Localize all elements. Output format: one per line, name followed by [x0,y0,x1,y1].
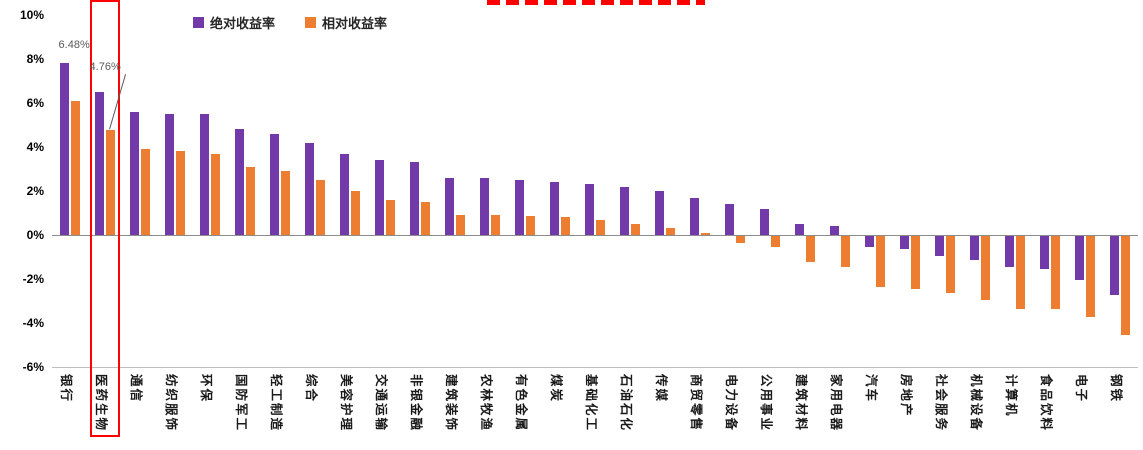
legend-swatch-absolute-return [193,17,204,28]
bar-absolute-0 [59,63,69,235]
bar-relative-2 [140,149,150,235]
bar-relative-25 [946,236,956,294]
bar-relative-11 [455,215,465,235]
bar-relative-3 [175,151,185,235]
bar-relative-4 [210,153,220,235]
bar-absolute-1 [94,92,104,235]
bar-relative-9 [385,199,395,235]
bar-absolute-10 [409,162,419,235]
bar-absolute-4 [199,114,209,235]
bar-relative-0 [70,100,80,235]
legend-item-relative-return[interactable]: 相对收益率 [305,13,387,32]
bar-relative-21 [806,236,816,263]
legend: 绝对收益率 相对收益率 [193,13,387,32]
bar-relative-27 [1016,236,1026,309]
bar-absolute-21 [795,224,805,235]
bar-relative-15 [596,219,605,235]
bottom-axis-line [52,367,1138,368]
legend-swatch-relative-return [305,17,317,28]
bar-absolute-26 [970,236,980,261]
bar-absolute-3 [164,114,174,235]
bar-absolute-22 [830,226,840,235]
bar-relative-23 [876,236,886,287]
y-tick-label: -4% [22,316,44,330]
legend-item-absolute-return[interactable]: 绝对收益率 [193,13,275,32]
bar-absolute-28 [1040,236,1050,269]
bar-absolute-11 [444,177,454,235]
bar-absolute-8 [339,153,349,235]
bar-relative-18 [701,232,711,235]
bar-absolute-9 [374,160,384,235]
bar-relative-28 [1051,236,1061,309]
bar-absolute-12 [479,177,489,235]
highlight-box [89,0,120,437]
bar-absolute-25 [935,236,945,256]
y-tick-label: 0% [26,228,44,242]
bar-absolute-18 [690,197,700,235]
y-tick-label: -6% [22,360,44,374]
bar-relative-30 [1121,236,1131,335]
bar-relative-22 [841,236,851,267]
bar-relative-1 [105,130,115,235]
bar-absolute-15 [585,184,594,235]
bar-absolute-13 [514,180,524,235]
bar-absolute-17 [655,191,665,235]
annotation-label: 6.48% [58,39,90,52]
bar-relative-20 [771,236,781,247]
bar-relative-29 [1086,236,1096,318]
y-tick-label: 4% [26,140,44,154]
bar-relative-24 [911,236,921,289]
bar-relative-8 [350,191,360,235]
y-tick-label: 10% [19,8,44,22]
bar-relative-12 [490,215,500,235]
bar-absolute-6 [269,133,279,235]
annotation-label: 4.76% [89,61,121,74]
bar-absolute-20 [760,208,770,235]
bar-absolute-7 [304,142,314,235]
bar-absolute-30 [1110,236,1120,296]
legend-label-absolute-return: 绝对收益率 [210,16,276,31]
bar-absolute-14 [549,182,559,235]
legend-label-relative-return: 相对收益率 [322,16,388,31]
bar-absolute-24 [900,236,910,250]
bar-relative-7 [315,180,325,235]
y-tick-label: 2% [26,184,44,198]
bar-relative-17 [666,228,676,235]
bar-absolute-29 [1075,236,1085,280]
bar-absolute-27 [1005,236,1015,267]
cropped-title-fragment [487,0,705,5]
bar-relative-5 [245,166,255,235]
y-tick-label: 6% [26,96,44,110]
bar-absolute-2 [129,111,139,235]
bar-relative-10 [420,202,430,235]
bar-relative-14 [560,217,570,235]
bar-relative-6 [280,171,290,235]
bar-absolute-5 [234,129,244,235]
bar-relative-26 [981,236,991,300]
bar-absolute-23 [865,236,875,247]
y-tick-label: -2% [22,272,44,286]
zero-axis-line [52,235,1138,236]
bar-relative-16 [631,224,641,235]
bar-absolute-19 [725,204,735,235]
y-tick-label: 8% [26,52,44,66]
bar-absolute-16 [620,186,630,235]
bar-relative-19 [736,236,746,243]
bar-relative-13 [525,216,535,235]
